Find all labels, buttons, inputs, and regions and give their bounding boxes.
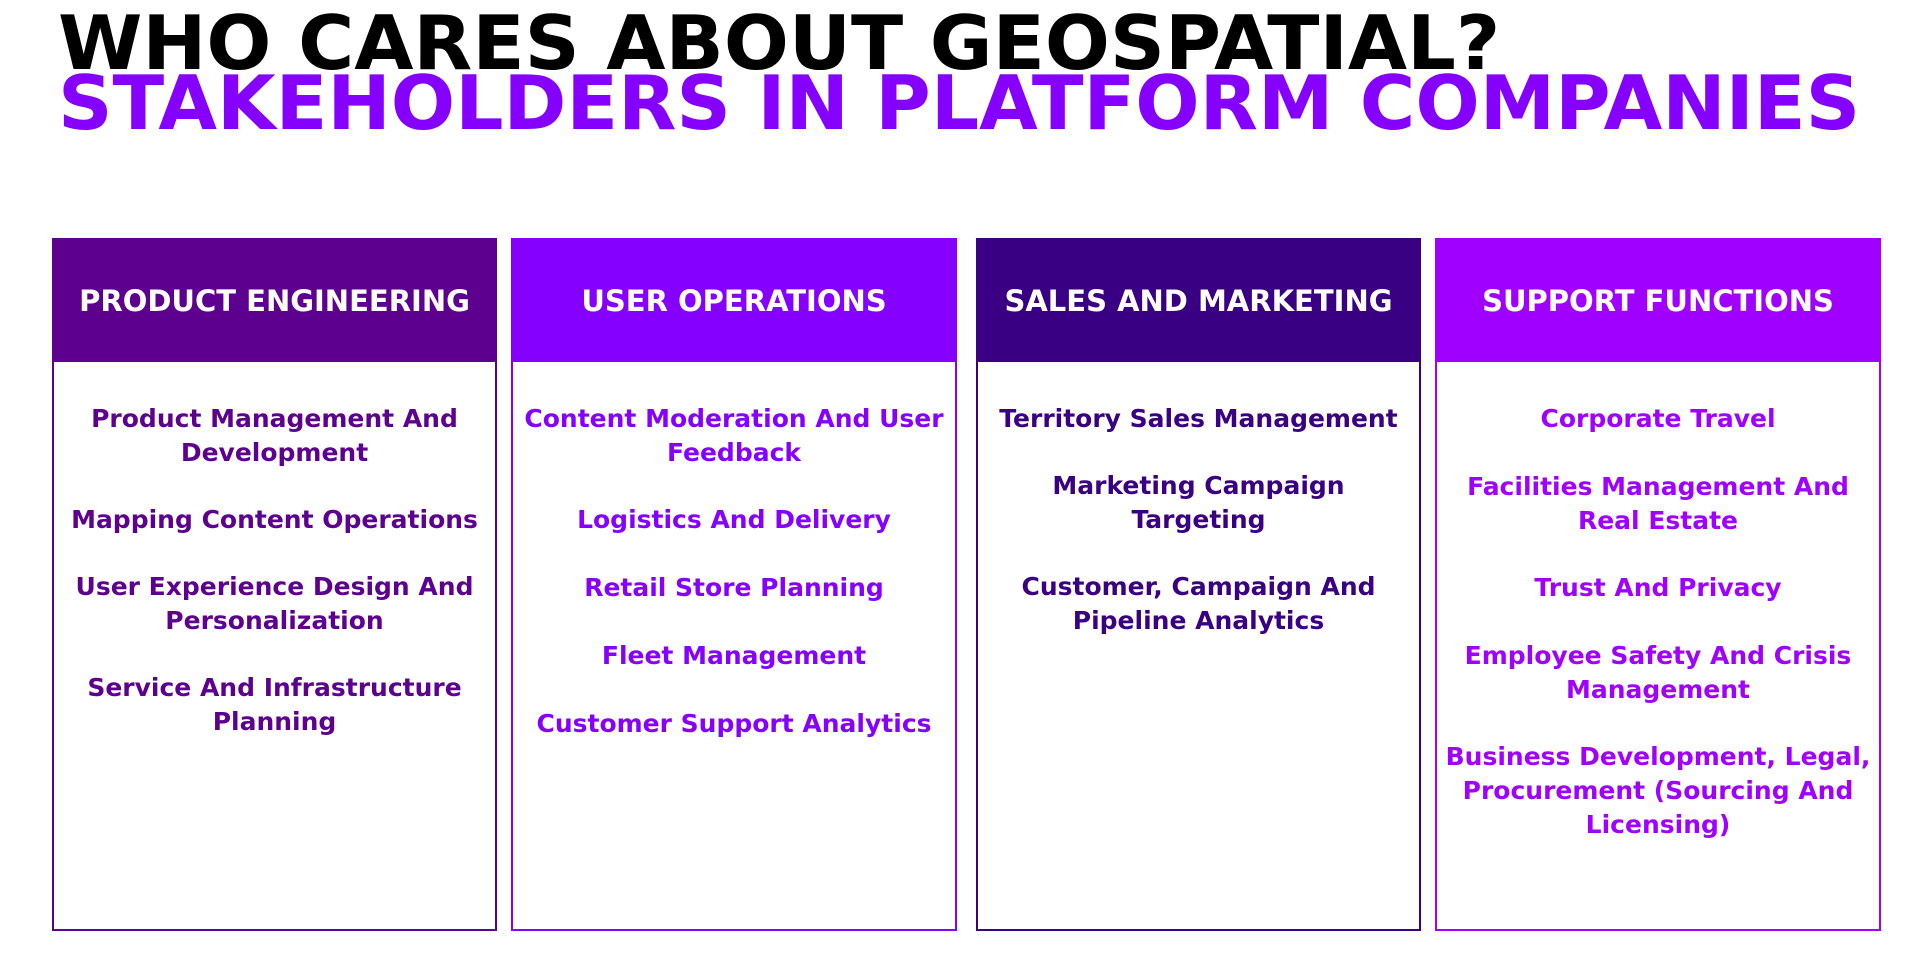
list-item: Marketing Campaign Targeting xyxy=(1052,471,1345,534)
list-item: User Experience Design And Personalizati… xyxy=(75,572,474,635)
column-sales-and-marketing: Sales And Marketing Territory Sales Mana… xyxy=(976,238,1421,931)
column-header-sales-and-marketing: Sales And Marketing xyxy=(978,240,1419,362)
list-item: Customer Support Analytics xyxy=(536,709,932,738)
list-item: Service And Infrastructure Planning xyxy=(87,673,462,736)
column-user-operations: User Operations Content Moderation And U… xyxy=(511,238,957,931)
list-item: Corporate Travel xyxy=(1540,404,1776,433)
column-list-sales-and-marketing: Territory Sales Management Marketing Cam… xyxy=(978,362,1419,638)
column-support-functions: Support Functions Corporate Travel Facil… xyxy=(1435,238,1881,931)
list-item: Logistics And Delivery xyxy=(577,505,891,534)
list-item: Content Moderation And User Feedback xyxy=(524,404,944,467)
column-header-product-engineering: Product Engineering xyxy=(54,240,495,362)
list-item: Business Development, Legal, Procurement… xyxy=(1445,742,1871,839)
column-product-engineering: Product Engineering Product Management A… xyxy=(52,238,497,931)
column-header-user-operations: User Operations xyxy=(513,240,955,362)
list-item: Fleet Management xyxy=(601,641,867,670)
list-item: Retail Store Planning xyxy=(584,573,884,602)
list-item: Customer, Campaign And Pipeline Analytic… xyxy=(1021,572,1376,635)
list-item: Mapping Content Operations xyxy=(71,505,478,534)
column-list-user-operations: Content Moderation And User Feedback Log… xyxy=(513,362,955,741)
column-list-support-functions: Corporate Travel Facilities Management A… xyxy=(1437,362,1879,842)
list-item: Employee Safety And Crisis Management xyxy=(1464,641,1852,704)
stakeholder-columns: Product Engineering Product Management A… xyxy=(52,238,1882,935)
column-header-support-functions: Support Functions xyxy=(1437,240,1879,362)
list-item: Trust And Privacy xyxy=(1534,573,1782,602)
column-list-product-engineering: Product Management And Development Mappi… xyxy=(54,362,495,739)
list-item: Facilities Management And Real Estate xyxy=(1467,472,1849,535)
list-item: Product Management And Development xyxy=(91,404,458,467)
list-item: Territory Sales Management xyxy=(999,404,1398,433)
page-title: WHO CARES ABOUT GEOSPATIAL? xyxy=(58,0,1501,87)
page-subtitle: STAKEHOLDERS IN PLATFORM COMPANIES xyxy=(58,59,1861,147)
